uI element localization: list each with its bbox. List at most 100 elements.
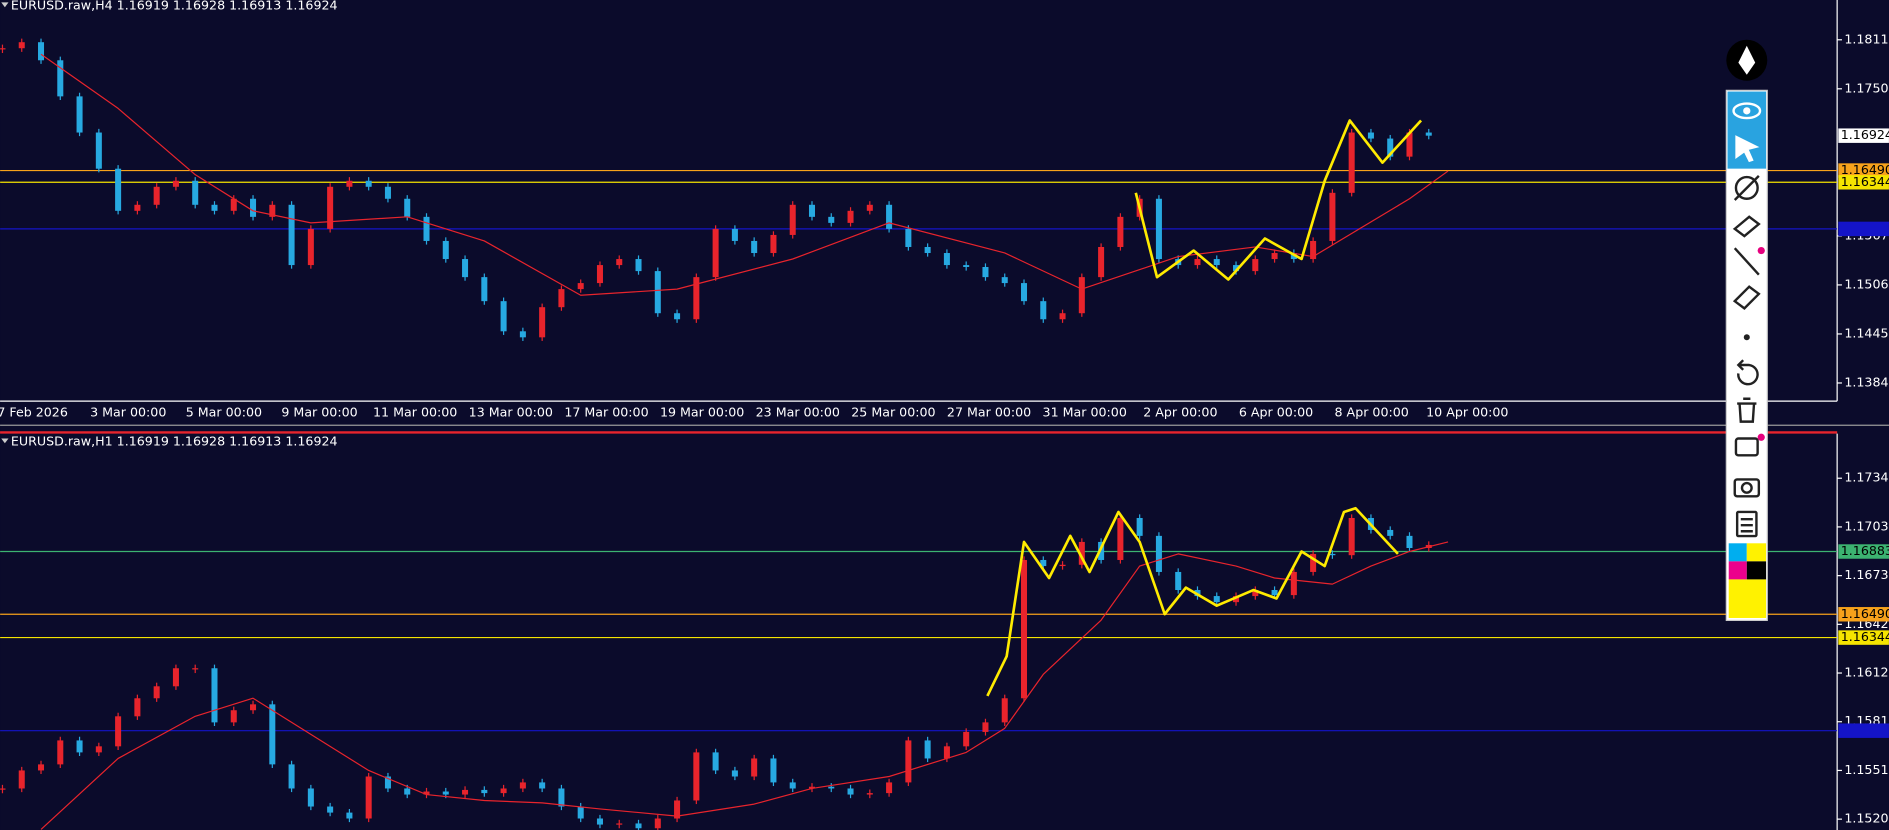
candle-body xyxy=(172,668,179,687)
camera-lens xyxy=(1740,481,1753,494)
candle-body xyxy=(211,204,218,211)
candle-body xyxy=(0,48,6,50)
x-tick-label: 5 Mar 00:00 xyxy=(186,405,262,420)
candle-body xyxy=(462,259,469,278)
clipboard-lines xyxy=(1740,517,1753,533)
level-box xyxy=(1838,221,1889,237)
candle-body xyxy=(307,228,314,266)
x-tick-label: 2 Apr 00:00 xyxy=(1143,405,1217,420)
eye-icon[interactable] xyxy=(1732,102,1762,120)
candle-body xyxy=(558,788,565,807)
candle-body xyxy=(192,180,199,205)
cursor-icon[interactable] xyxy=(1735,135,1760,163)
level-label: 1.16490 xyxy=(1841,606,1889,621)
candle-body xyxy=(1271,253,1278,260)
candle-body xyxy=(134,204,141,211)
candle-body xyxy=(924,246,931,254)
y-tick-label: 1.17342 xyxy=(1844,470,1889,485)
header-triangle xyxy=(1,438,9,444)
candle-body xyxy=(1098,246,1105,278)
candle-body xyxy=(442,240,449,260)
candle-body xyxy=(38,42,45,61)
color-swatch[interactable] xyxy=(1746,543,1767,562)
candle-body xyxy=(808,786,816,789)
candle-body xyxy=(250,704,257,711)
dot-icon[interactable] xyxy=(1743,334,1750,341)
y-tick-label: 1.17507 xyxy=(1844,80,1889,95)
candle-body xyxy=(577,806,584,819)
camera-icon[interactable] xyxy=(1733,478,1761,498)
x-tick-label: 17 Mar 00:00 xyxy=(564,405,648,420)
candle-body xyxy=(596,265,603,284)
x-tick-label: 27 Mar 00:00 xyxy=(947,405,1031,420)
candle-body xyxy=(770,234,777,254)
color-swatch[interactable] xyxy=(1728,561,1747,580)
eraser-icon[interactable] xyxy=(1732,285,1761,310)
candle-body xyxy=(1233,596,1240,603)
level-label: 1.16344 xyxy=(1841,174,1889,189)
level-box xyxy=(1838,544,1889,559)
color-swatch[interactable] xyxy=(1728,543,1747,562)
candle-body xyxy=(712,752,719,771)
chart-header: EURUSD.raw,H4 1.16919 1.16928 1.16913 1.… xyxy=(11,0,338,13)
candle-body xyxy=(115,716,122,747)
moving-average xyxy=(40,541,1449,830)
clipboard-icon[interactable] xyxy=(1735,510,1758,538)
candle-body xyxy=(982,267,989,278)
candle-body xyxy=(134,698,141,717)
candle-body xyxy=(500,788,507,794)
y-tick-label: 1.14457 xyxy=(1844,325,1889,340)
header-triangle xyxy=(1,2,9,8)
y-tick-label: 1.15512 xyxy=(1844,762,1889,777)
candle-body xyxy=(76,740,83,753)
shape-icon[interactable] xyxy=(1732,215,1761,238)
candle-body xyxy=(1175,571,1182,590)
x-tick-label: 10 Apr 00:00 xyxy=(1426,405,1508,420)
eye-pupil xyxy=(1743,107,1751,115)
candle-body xyxy=(230,710,237,723)
candle-body xyxy=(1213,596,1220,603)
x-tick-label: 8 Apr 00:00 xyxy=(1335,405,1409,420)
candle-body xyxy=(828,786,835,789)
candle-body xyxy=(1040,559,1047,567)
candle-body xyxy=(558,289,565,308)
candle-body xyxy=(1233,265,1240,272)
candle-body xyxy=(1310,240,1317,260)
candle-body xyxy=(1020,283,1028,302)
color-swatch[interactable] xyxy=(1728,579,1767,618)
candle-body xyxy=(519,782,526,789)
last-price-box xyxy=(1838,128,1889,143)
x-tick-label: 3 Mar 00:00 xyxy=(90,405,166,420)
candle-body xyxy=(905,740,912,783)
level-label: 1.16490 xyxy=(1841,162,1889,177)
candle-body xyxy=(1059,564,1066,567)
candle-body xyxy=(539,307,546,338)
candle-body xyxy=(38,764,45,771)
candle-body xyxy=(95,132,102,169)
candle-body xyxy=(1155,198,1162,260)
candle-body xyxy=(57,740,64,765)
undo-icon[interactable] xyxy=(1736,359,1759,386)
color-swatch[interactable] xyxy=(1746,561,1767,580)
fib-icon[interactable] xyxy=(1734,175,1759,200)
candle-body xyxy=(1078,277,1085,314)
x-tick-label: 25 Mar 00:00 xyxy=(851,405,935,420)
line-icon[interactable] xyxy=(1733,247,1760,276)
candle-body xyxy=(1290,571,1297,596)
candle-body xyxy=(751,240,758,254)
candle-body xyxy=(943,746,950,759)
y-tick-label: 1.15207 xyxy=(1844,811,1889,826)
logo-pen xyxy=(1738,45,1756,75)
x-tick-label: 6 Apr 00:00 xyxy=(1239,405,1313,420)
candle-body xyxy=(866,204,873,211)
last-price-label: 1.16924 xyxy=(1841,127,1889,142)
template-icon[interactable] xyxy=(1734,437,1759,457)
candle-body xyxy=(1194,259,1201,266)
trash-icon[interactable] xyxy=(1737,397,1757,423)
candle-body xyxy=(539,782,546,789)
candle-body xyxy=(462,789,469,795)
candle-body xyxy=(76,96,83,133)
